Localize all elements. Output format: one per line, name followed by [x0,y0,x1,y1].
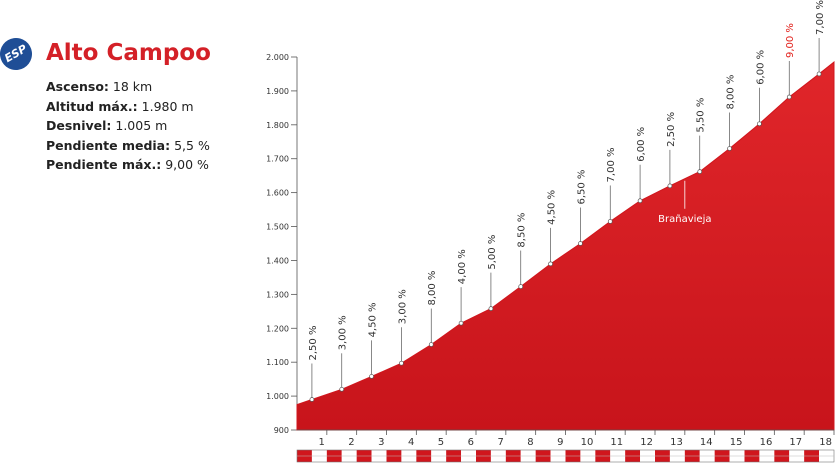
y-tick-label: 1.000 [266,392,289,401]
profile-point [667,183,673,189]
gradient-label: 4,00 % [457,249,468,284]
profile-point [339,386,345,392]
stat-row: Altitud máx.: 1.980 m [46,97,210,117]
stat-label: Ascenso: [46,79,109,94]
stat-row: Desnivel: 1.005 m [46,116,210,136]
profile-point [488,306,494,311]
x-tick-label: 4 [408,437,414,448]
y-tick-label: 1.300 [266,290,289,299]
profile-point [458,320,464,326]
gradient-label: 8,00 % [427,271,438,306]
gradient-label: 4,50 % [547,190,558,225]
gradient-label: 7,00 % [606,148,617,183]
profile-point [399,360,404,366]
x-tick-label: 16 [760,437,773,448]
stat-value: 9,00 % [165,157,209,172]
profile-point [578,241,583,246]
y-tick-label: 1.200 [266,324,289,333]
gradient-label: 2,50 % [308,326,319,361]
x-tick-label: 14 [700,437,713,448]
x-tick-label: 3 [378,437,384,448]
x-tick-label: 10 [581,437,594,448]
profile-point [369,374,374,379]
climb-title: Alto Campoo [46,40,211,66]
profile-point [697,169,703,174]
gradient-label: 5,00 % [487,235,498,270]
gradient-label: 3,00 % [338,315,349,350]
y-tick-label: 1.400 [266,256,289,265]
stat-value: 1.005 m [115,118,168,133]
stat-row: Ascenso: 18 km [46,77,210,97]
profile-point [518,284,524,289]
stat-row: Pendiente máx.: 9,00 % [46,155,210,175]
gradient-label: 6,00 % [636,127,647,162]
gradient-label: 3,00 % [397,289,408,324]
stat-row: Pendiente media: 5,5 % [46,136,210,156]
y-tick-label: 1.900 [266,87,289,96]
x-tick-label: 11 [610,437,623,448]
stat-value: 5,5 % [174,137,210,153]
y-tick-label: 900 [274,426,289,435]
stats: Ascenso: 18 km Altitud máx.: 1.980 m Desni… [46,77,210,175]
y-tick-label: 1.700 [266,155,289,164]
gradient-label: 2,50 % [666,112,677,147]
gradient-label: 8,00 % [726,75,737,110]
gradient-label: 5,50 % [696,98,707,133]
x-tick-label: 18 [819,437,832,448]
x-tick-label: 15 [730,437,743,448]
annotation: Brañavieja [658,214,711,225]
x-tick-label: 6 [468,437,474,448]
x-tick-label: 13 [670,437,683,448]
x-tick-label: 1 [318,437,324,448]
profile-point [757,121,762,127]
x-tick-label: 8 [527,437,533,448]
gradient-label: 4,50 % [368,302,379,337]
gradient-label: 6,50 % [576,170,587,205]
x-tick-label: 5 [438,437,444,448]
stat-label: Altitud máx.: [46,98,138,114]
profile-point [786,94,792,100]
gradient-label: 6,00 % [755,50,766,85]
stat-label: Pendiente media: [46,137,171,153]
profile-point [428,342,434,347]
info-panel: ESP Alto Campoo Ascenso: 18 km Altitud má… [0,0,260,200]
y-tick-label: 1.800 [266,121,289,130]
x-tick-label: 2 [348,437,354,448]
stat-label: Desnivel: [46,118,112,133]
profile-point [637,198,643,204]
x-tick-label: 9 [557,437,563,448]
profile-area [296,61,835,431]
stat-value: 1.980 m [141,98,194,114]
x-tick-label: 7 [497,437,503,448]
y-tick-label: 2.000 [266,53,289,62]
gradient-label: 9,00 % [785,23,796,58]
x-tick-label: 12 [640,437,653,448]
stat-value: 18 km [112,79,153,94]
profile-point [816,71,822,77]
profile-point [727,146,732,151]
profile-point [607,219,613,224]
profile-point [309,397,315,402]
x-tick-label: 17 [789,437,802,448]
profile-point [548,261,553,267]
gradient-label: 8,50 % [517,213,528,248]
y-tick-label: 1.600 [266,189,289,198]
gradient-label: 7,00 % [815,0,826,35]
y-tick-label: 1.100 [266,358,289,367]
stat-label: Pendiente máx.: [46,157,162,172]
y-tick-label: 1.500 [266,223,289,232]
